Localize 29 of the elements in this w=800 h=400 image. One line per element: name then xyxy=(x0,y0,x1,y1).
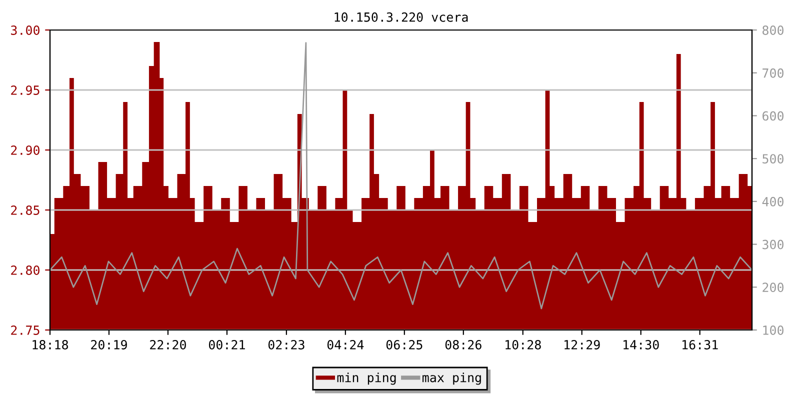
x-tick-label: 04:24 xyxy=(327,340,364,350)
legend-label: min ping xyxy=(337,372,396,385)
y2-tick-label: 400 xyxy=(762,196,784,206)
y2-tick-label: 600 xyxy=(762,111,784,121)
y2-tick-label: 300 xyxy=(762,240,784,250)
x-tick-label: 00:21 xyxy=(208,340,245,350)
y2-tick-label: 100 xyxy=(763,326,784,335)
y-tick-label: 2.85 xyxy=(11,206,40,215)
x-tick-label: 02:23 xyxy=(268,340,304,350)
x-tick-label: 10:28 xyxy=(506,340,541,350)
y2-tick-label: 800 xyxy=(762,26,784,35)
x-tick-label: 18:18 xyxy=(32,340,68,350)
x-tick-label: 12:29 xyxy=(564,340,600,350)
x-tick-label: 06:25 xyxy=(386,340,422,350)
y-tick-label: 2.75 xyxy=(11,326,40,335)
y2-tick-label: 500 xyxy=(762,154,784,164)
y-tick-label: 3.00 xyxy=(11,26,40,35)
chart-title: 10.150.3.220 vcera xyxy=(334,12,468,22)
x-tick-label: 08:26 xyxy=(445,340,482,350)
y-tick-label: 2.95 xyxy=(11,86,40,95)
y-tick-label: 2.90 xyxy=(11,146,40,155)
x-tick-label: 16:31 xyxy=(682,340,718,350)
legend-label: max ping xyxy=(422,372,481,385)
y2-tick-label: 700 xyxy=(762,68,784,78)
x-tick-label: 22:20 xyxy=(150,340,186,350)
x-tick-label: 14:30 xyxy=(624,340,659,350)
y2-tick-label: 200 xyxy=(762,282,784,292)
y-tick-label: 2.80 xyxy=(11,266,40,275)
x-tick-label: 20:19 xyxy=(91,340,127,350)
